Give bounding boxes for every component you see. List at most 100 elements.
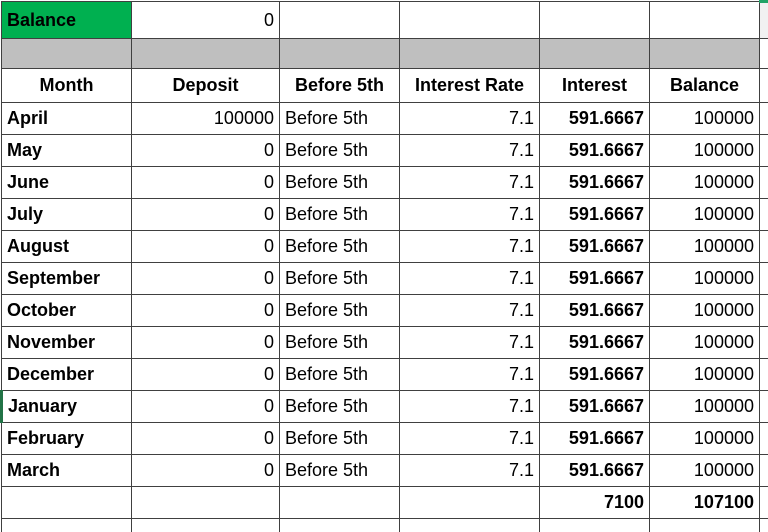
interest-rate-cell[interactable]: 7.1 — [399, 166, 540, 199]
month-cell[interactable]: June — [1, 166, 132, 199]
before-5th-cell[interactable]: Before 5th — [279, 230, 400, 263]
balance-cell[interactable]: 100000 — [649, 230, 760, 263]
month-cell[interactable]: October — [1, 294, 132, 327]
empty-cell[interactable] — [539, 38, 650, 69]
before-5th-cell[interactable]: Before 5th — [279, 326, 400, 359]
total-interest-cell[interactable]: 7100 — [539, 486, 650, 519]
balance-value-cell[interactable]: 0 — [131, 1, 280, 39]
month-cell[interactable]: February — [1, 422, 132, 455]
interest-cell[interactable]: 591.6667 — [539, 198, 650, 231]
interest-cell[interactable]: 591.6667 — [539, 134, 650, 167]
interest-cell[interactable]: 591.6667 — [539, 358, 650, 391]
month-cell[interactable]: April — [1, 102, 132, 135]
interest-cell[interactable]: 591.6667 — [539, 294, 650, 327]
balance-cell[interactable]: 100000 — [649, 358, 760, 391]
month-cell[interactable]: May — [1, 134, 132, 167]
empty-cell[interactable] — [399, 1, 540, 39]
interest-rate-cell[interactable]: 7.1 — [399, 422, 540, 455]
deposit-cell[interactable]: 100000 — [131, 102, 280, 135]
empty-cell[interactable] — [399, 486, 540, 519]
deposit-cell[interactable]: 0 — [131, 326, 280, 359]
interest-rate-cell[interactable]: 7.1 — [399, 326, 540, 359]
before-5th-cell[interactable]: Before 5th — [279, 102, 400, 135]
balance-cell[interactable]: 100000 — [649, 134, 760, 167]
balance-cell[interactable]: 100000 — [649, 294, 760, 327]
interest-cell[interactable]: 591.6667 — [539, 390, 650, 423]
interest-rate-cell[interactable]: 7.1 — [399, 230, 540, 263]
interest-cell[interactable]: 591.6667 — [539, 102, 650, 135]
interest-cell[interactable]: 591.6667 — [539, 262, 650, 295]
interest-rate-cell[interactable]: 7.1 — [399, 294, 540, 327]
header-balance[interactable]: Balance — [649, 68, 760, 103]
deposit-cell[interactable]: 0 — [131, 166, 280, 199]
before-5th-cell[interactable]: Before 5th — [279, 198, 400, 231]
empty-cell[interactable] — [279, 38, 400, 69]
balance-cell[interactable]: 100000 — [649, 422, 760, 455]
empty-cell[interactable] — [399, 518, 540, 532]
month-cell[interactable]: August — [1, 230, 132, 263]
before-5th-cell[interactable]: Before 5th — [279, 134, 400, 167]
empty-cell[interactable] — [649, 518, 760, 532]
header-month[interactable]: Month — [1, 68, 132, 103]
month-cell[interactable]: January — [0, 390, 132, 423]
deposit-cell[interactable]: 0 — [131, 262, 280, 295]
interest-cell[interactable]: 591.6667 — [539, 326, 650, 359]
header-interest-rate[interactable]: Interest Rate — [399, 68, 540, 103]
before-5th-cell[interactable]: Before 5th — [279, 262, 400, 295]
deposit-cell[interactable]: 0 — [131, 198, 280, 231]
header-before-5th[interactable]: Before 5th — [279, 68, 400, 103]
interest-rate-cell[interactable]: 7.1 — [399, 198, 540, 231]
empty-cell[interactable] — [131, 518, 280, 532]
balance-cell[interactable]: 100000 — [649, 198, 760, 231]
empty-cell[interactable] — [131, 38, 280, 69]
month-cell[interactable]: December — [1, 358, 132, 391]
month-cell[interactable]: September — [1, 262, 132, 295]
interest-rate-cell[interactable]: 7.1 — [399, 262, 540, 295]
deposit-cell[interactable]: 0 — [131, 230, 280, 263]
total-balance-cell[interactable]: 107100 — [649, 486, 760, 519]
interest-cell[interactable]: 591.6667 — [539, 166, 650, 199]
interest-cell[interactable]: 591.6667 — [539, 422, 650, 455]
empty-cell[interactable] — [539, 518, 650, 532]
deposit-cell[interactable]: 0 — [131, 390, 280, 423]
interest-rate-cell[interactable]: 7.1 — [399, 358, 540, 391]
balance-cell[interactable]: 100000 — [649, 166, 760, 199]
empty-cell[interactable] — [399, 38, 540, 69]
empty-cell[interactable] — [1, 486, 132, 519]
empty-cell[interactable] — [1, 38, 132, 69]
deposit-cell[interactable]: 0 — [131, 454, 280, 487]
header-interest[interactable]: Interest — [539, 68, 650, 103]
interest-cell[interactable]: 591.6667 — [539, 230, 650, 263]
empty-cell[interactable] — [649, 1, 760, 39]
balance-label-cell[interactable]: Balance — [1, 1, 132, 39]
balance-cell[interactable]: 100000 — [649, 326, 760, 359]
deposit-cell[interactable]: 0 — [131, 422, 280, 455]
balance-cell[interactable]: 100000 — [649, 454, 760, 487]
month-cell[interactable]: March — [1, 454, 132, 487]
before-5th-cell[interactable]: Before 5th — [279, 422, 400, 455]
deposit-cell[interactable]: 0 — [131, 294, 280, 327]
header-deposit[interactable]: Deposit — [131, 68, 280, 103]
interest-cell[interactable]: 591.6667 — [539, 454, 650, 487]
empty-cell[interactable] — [539, 1, 650, 39]
deposit-cell[interactable]: 0 — [131, 134, 280, 167]
empty-cell[interactable] — [279, 518, 400, 532]
empty-cell[interactable] — [279, 486, 400, 519]
interest-rate-cell[interactable]: 7.1 — [399, 390, 540, 423]
month-cell[interactable]: November — [1, 326, 132, 359]
empty-cell[interactable] — [1, 518, 132, 532]
empty-cell[interactable] — [131, 486, 280, 519]
interest-rate-cell[interactable]: 7.1 — [399, 134, 540, 167]
month-cell[interactable]: July — [1, 198, 132, 231]
before-5th-cell[interactable]: Before 5th — [279, 166, 400, 199]
balance-cell[interactable]: 100000 — [649, 390, 760, 423]
deposit-cell[interactable]: 0 — [131, 358, 280, 391]
before-5th-cell[interactable]: Before 5th — [279, 454, 400, 487]
before-5th-cell[interactable]: Before 5th — [279, 294, 400, 327]
balance-cell[interactable]: 100000 — [649, 262, 760, 295]
before-5th-cell[interactable]: Before 5th — [279, 358, 400, 391]
empty-cell[interactable] — [649, 38, 760, 69]
empty-cell[interactable] — [279, 1, 400, 39]
interest-rate-cell[interactable]: 7.1 — [399, 102, 540, 135]
before-5th-cell[interactable]: Before 5th — [279, 390, 400, 423]
